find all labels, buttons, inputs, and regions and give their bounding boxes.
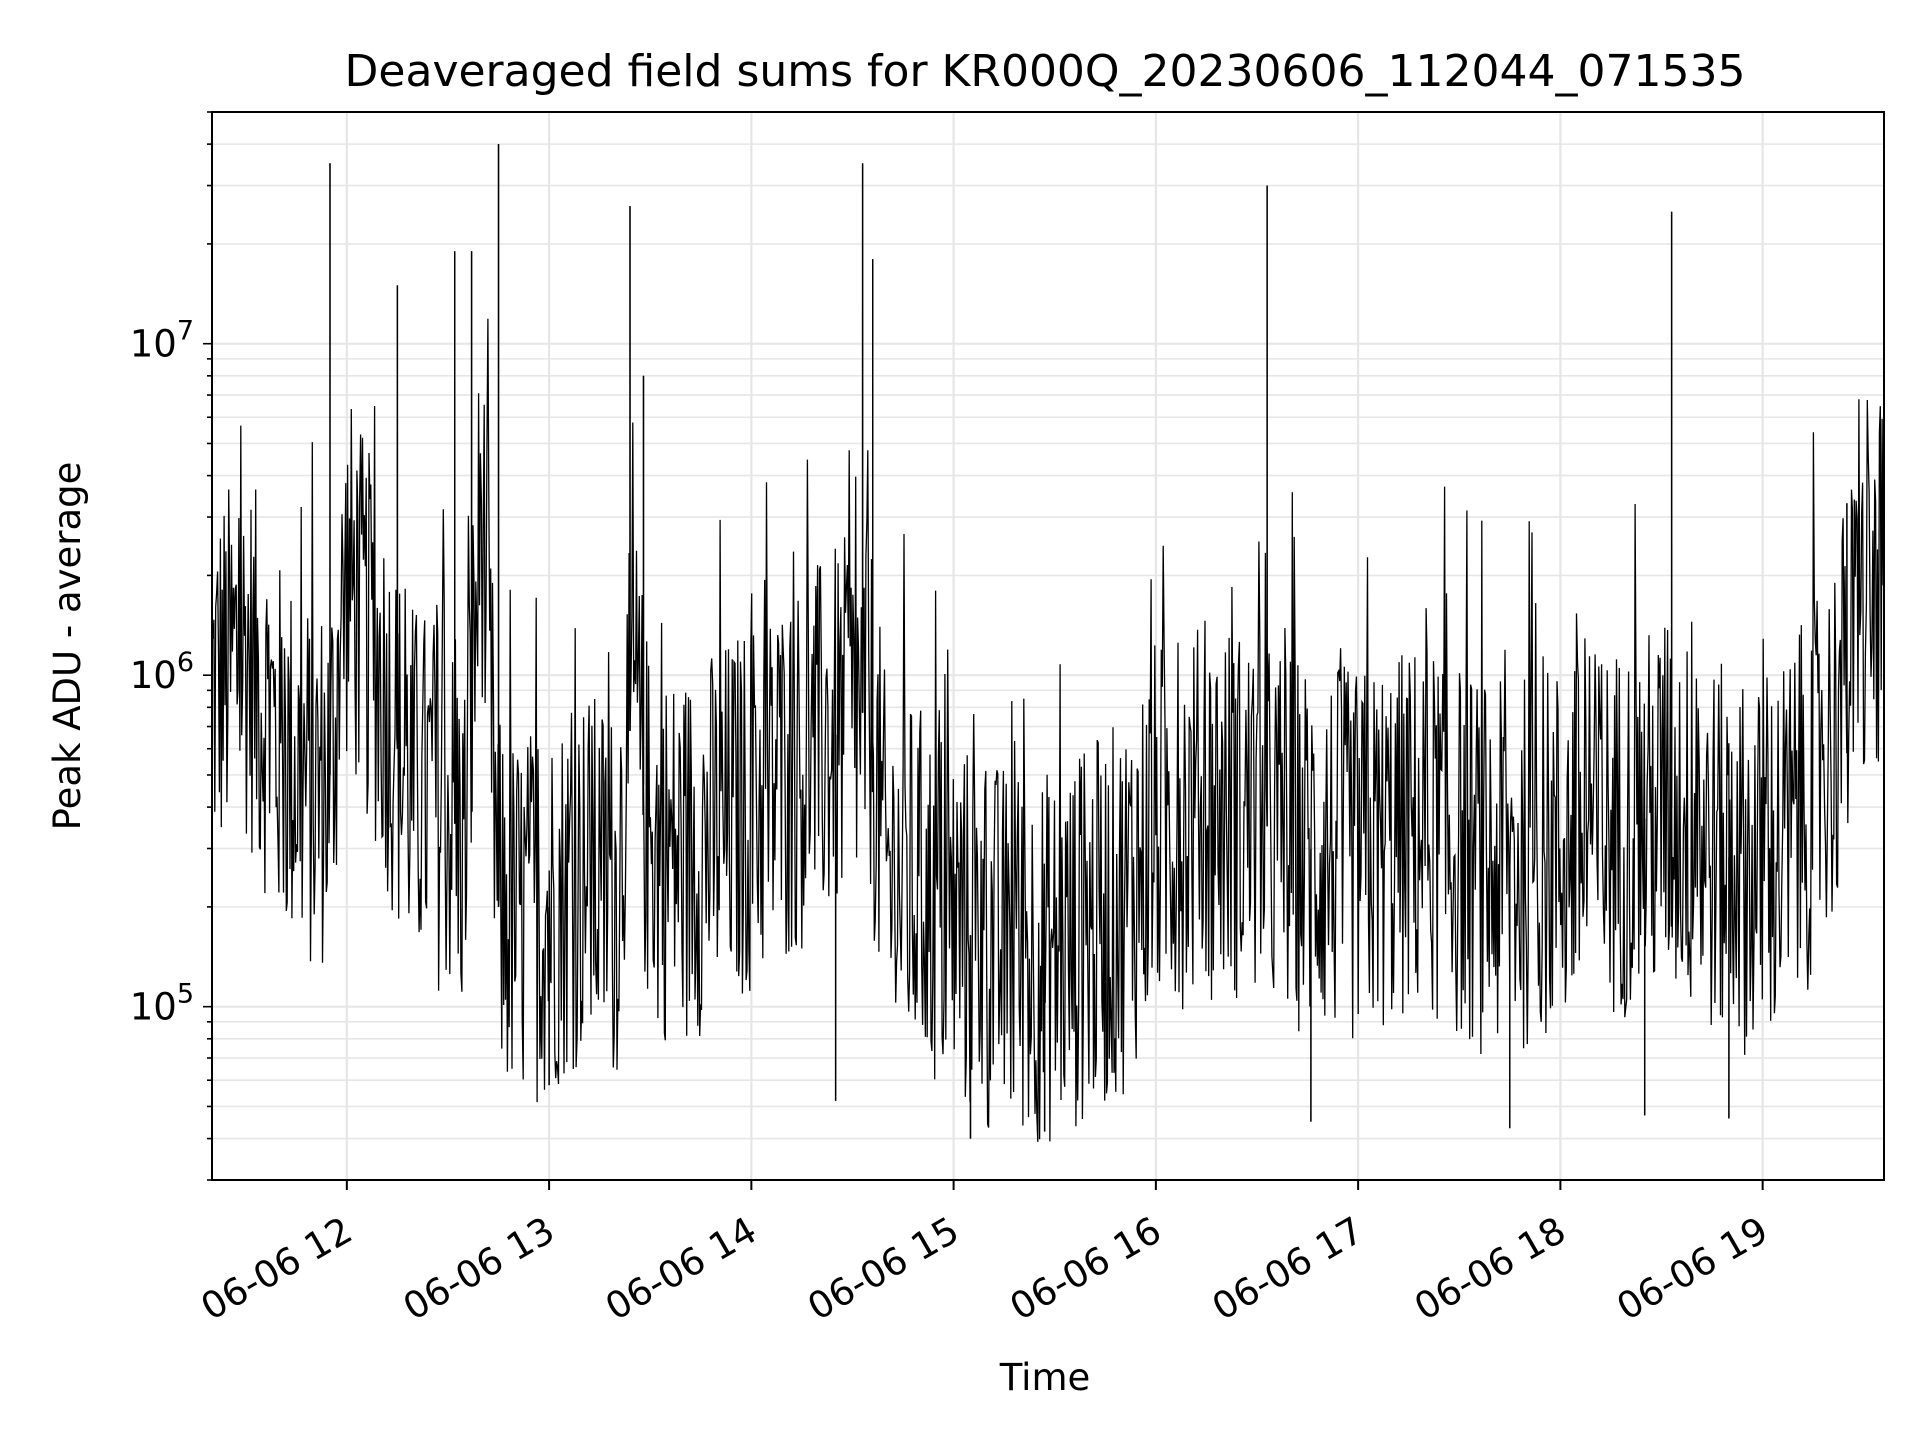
y-tick-label: 106: [130, 647, 194, 697]
y-tick-label: 107: [130, 316, 194, 366]
x-axis: 06-06 12 06-06 13 06-06 14 06-06 15 06-06 16…: [194, 1180, 1775, 1329]
plot-area: [211, 144, 1885, 1142]
y-tick-label: 105: [130, 979, 194, 1029]
series-line: [211, 144, 1885, 1142]
x-tick-label: 06-06 19: [1610, 1209, 1776, 1329]
x-axis-label: Time: [999, 1356, 1091, 1399]
grid: [212, 111, 1884, 1181]
y-axis-label: Peak ADU - average: [46, 462, 89, 831]
x-tick-label: 06-06 16: [1003, 1209, 1169, 1329]
x-tick-label: 06-06 14: [598, 1209, 764, 1329]
y-axis: 105 106 107: [130, 111, 212, 1181]
x-tick-label: 06-06 15: [801, 1209, 967, 1329]
x-tick-label: 06-06 13: [396, 1209, 562, 1329]
x-tick-label: 06-06 18: [1407, 1209, 1573, 1329]
chart-title: Deaveraged field sums for KR000Q_2023060…: [345, 46, 1746, 97]
x-tick-label: 06-06 12: [194, 1209, 360, 1329]
x-tick-label: 06-06 17: [1205, 1209, 1371, 1329]
plot-frame: [211, 111, 1885, 1181]
